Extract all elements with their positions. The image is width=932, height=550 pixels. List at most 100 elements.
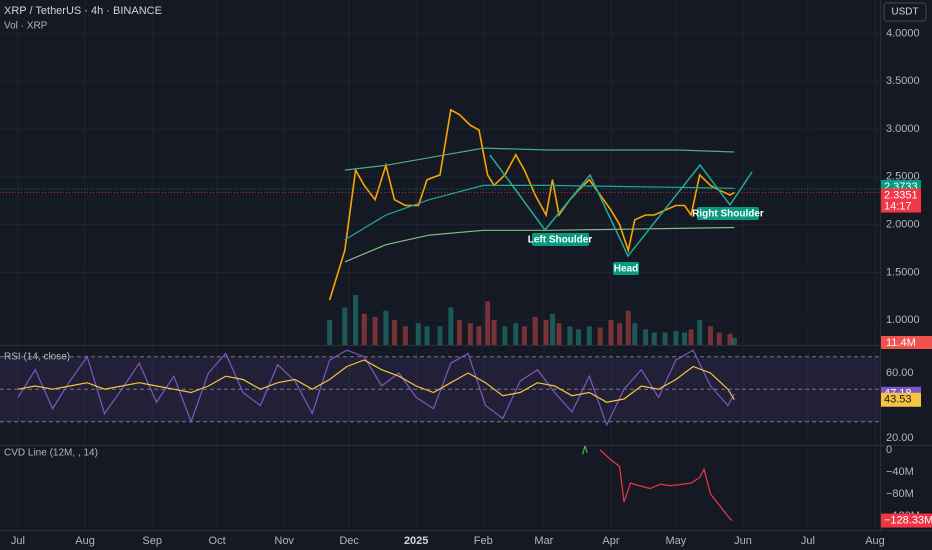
volume-bar [673,331,679,345]
volume-bar [651,332,657,345]
y-tick-label: 1.5000 [886,266,920,278]
volume-bar [491,320,497,345]
series-line [328,108,735,301]
volume-bar [467,323,473,345]
volume-bar [727,333,733,345]
series-line [344,147,735,171]
x-tick-label: Dec [339,535,359,547]
volume-bar [353,295,359,345]
series-line [17,349,735,427]
y-tick-label: 0 [886,444,892,456]
volume-bar [448,307,454,345]
volume-bar [576,329,582,345]
y-tick-label: −40M [886,466,914,478]
series-line [344,226,735,263]
volume-bar [682,332,688,345]
pattern-lines [489,154,753,258]
x-tick-label: Nov [274,535,294,547]
y-tick-label: 4.0000 [886,27,920,39]
pane [0,32,880,345]
currency-button[interactable] [883,2,927,22]
x-tick-label: Oct [209,535,226,547]
series-line [344,184,735,241]
x-tick-label: Jun [734,535,752,547]
pane-title: RSI (14, close) [4,352,70,363]
volume-bar [327,320,333,345]
y-tick-label: −80M [886,488,914,500]
annotation: Head [614,264,638,275]
pane [0,349,880,427]
volume-bar [632,323,638,345]
value-tag [881,392,921,407]
annotation: Right Shoulder [692,209,764,220]
volume-bar [415,323,421,345]
annotation-box [532,233,589,246]
value-tag-label: −128.33M [884,514,932,526]
countdown: 14:17 [884,200,912,212]
volume-bar [521,326,527,345]
annotation-box [697,207,759,220]
volume-bar [424,326,430,345]
volume-bar [383,310,389,345]
volume-bar [342,307,348,345]
y-tick-label: 60.00 [886,367,914,379]
x-tick-label: Aug [75,535,95,547]
y-tick-label: 3.5000 [886,75,920,87]
volume-bar [532,316,538,345]
pane [582,446,733,522]
x-tick-label: Apr [602,535,619,547]
chart-subtitle: Vol · XRP [4,21,48,32]
currency-label[interactable]: USDT [891,7,918,18]
x-tick-label: 2025 [404,535,428,547]
y-tick-label: 2.5000 [886,171,920,183]
volume-bar [513,323,519,345]
volume-bar [608,320,614,345]
y-tick-label: 1.0000 [886,314,920,326]
series-line [582,446,588,455]
x-tick-label: May [666,535,687,547]
volume-bar [731,337,737,345]
x-tick-label: Jul [11,535,25,547]
x-tick-label: Feb [474,535,493,547]
value-tag-label: 11.4M [886,337,916,349]
x-tick-label: Aug [865,535,885,547]
volume-bar [567,326,573,345]
price-tag-label: 2.3351 [884,189,918,201]
value-tag [881,336,932,349]
value-tag-label: 43.53 [884,394,912,406]
volume-bar [485,301,491,345]
volume-bar [402,326,408,345]
volume-bar [688,329,694,345]
volume-bar [361,313,367,345]
volume-bar [550,313,556,345]
volume-bar [543,320,549,345]
volume-bar [625,310,631,345]
volume-bar [586,326,592,345]
x-tick-label: Sep [142,535,162,547]
volume-bar [716,332,722,345]
volume-bar [617,323,623,345]
volume-bar [372,316,378,345]
y-tick-label: 3.0000 [886,123,920,135]
volume-bar [437,326,443,345]
pane-title: CVD Line (12M, , 14) [4,448,98,459]
volume-bar [597,327,603,345]
series-line [17,359,735,403]
volume-bar [643,329,649,345]
price-tag [881,188,921,213]
y-tick-label: 20.00 [886,432,914,444]
volume-bar [556,323,562,345]
annotation: Left Shoulder [528,235,593,246]
annotation-box [613,262,639,275]
volume-bar [476,326,482,345]
x-tick-label: Jul [801,535,815,547]
volume-bar [392,320,398,345]
y-tick-label: 2.0000 [886,218,920,230]
volume-bar [456,320,462,345]
series-line [599,449,733,522]
chart-title: XRP / TetherUS · 4h · BINANCE [4,5,162,17]
value-tag [881,513,932,528]
volume-bar [708,326,714,345]
